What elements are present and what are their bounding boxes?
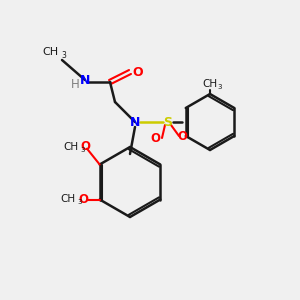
Text: S: S [164,116,172,128]
Text: 3: 3 [77,200,82,206]
Text: O: O [150,131,160,145]
Text: O: O [79,193,89,206]
Text: 3: 3 [218,84,222,90]
Text: CH: CH [63,142,79,152]
Text: CH: CH [42,47,58,57]
Text: N: N [80,74,90,86]
Text: 3: 3 [61,50,66,59]
Text: H: H [70,77,80,91]
Text: O: O [177,130,187,142]
Text: O: O [133,65,143,79]
Text: N: N [130,116,140,128]
Text: CH: CH [202,79,217,89]
Text: O: O [80,140,90,153]
Text: CH: CH [60,194,75,205]
Text: 3: 3 [81,147,85,153]
